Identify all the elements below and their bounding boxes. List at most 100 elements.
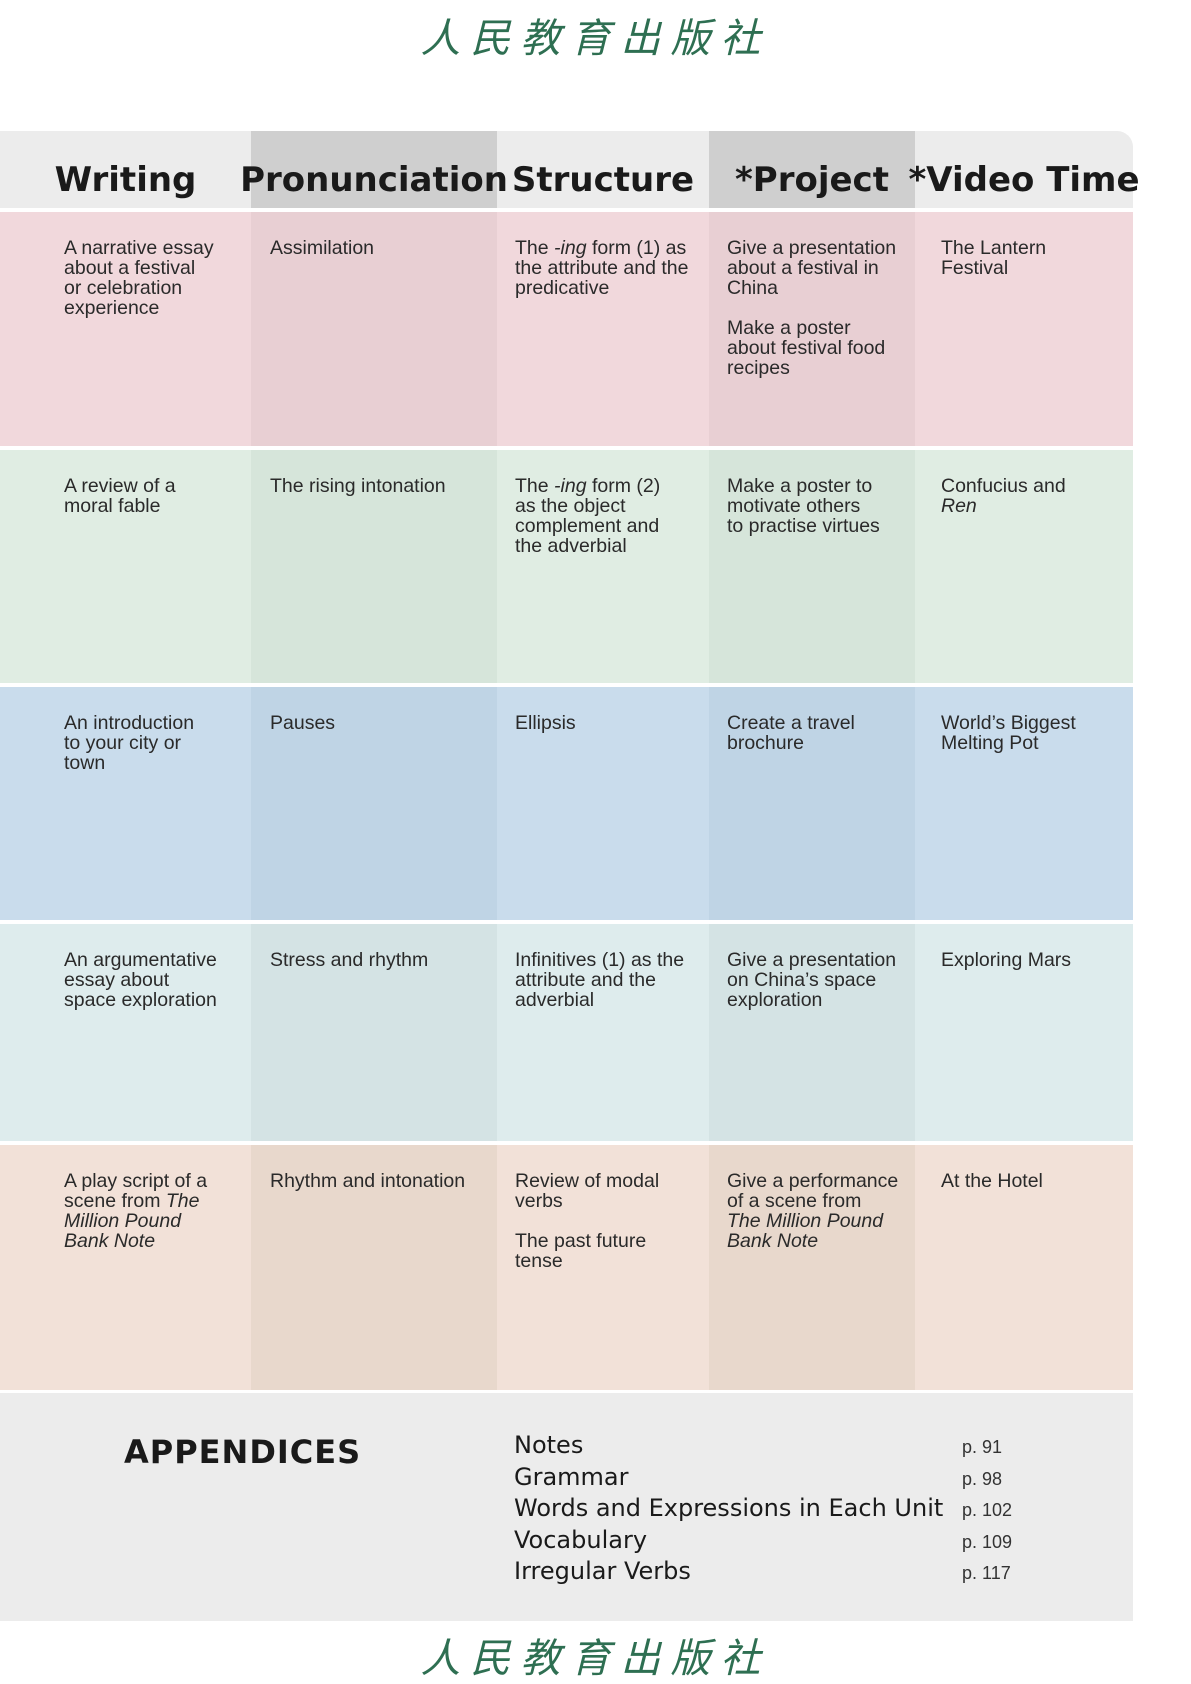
cell-line: town <box>64 753 243 773</box>
text: At the Hotel <box>941 1170 1043 1192</box>
cell-line: space exploration <box>64 990 243 1010</box>
cell-pronunciation: Assimilation <box>251 212 497 446</box>
table-row: An introduction to your city or town Pause… <box>0 687 1133 920</box>
text: moral fable <box>64 495 161 517</box>
header-pronunciation: Pronunciation <box>240 131 508 208</box>
cell-line: The Million Pound <box>727 1211 907 1231</box>
text: A play script of a <box>64 1170 208 1192</box>
cell-line: moral fable <box>64 496 243 516</box>
cell-structure: The -ing form (1) as the attribute and th… <box>497 212 709 446</box>
cell-writing: An argumentative essay about space explora… <box>0 924 251 1141</box>
cell-structure: Review of modal verbs The past future tense <box>497 1145 709 1390</box>
text: An argumentative <box>64 949 217 971</box>
appendix-name: Grammar <box>514 1462 629 1491</box>
cell-project: Give a presentation about a festival in Ch… <box>709 212 915 446</box>
text: Make a poster <box>727 317 851 339</box>
text: complement and <box>515 515 660 537</box>
paragraph-gap <box>727 298 907 318</box>
text: China <box>727 277 778 299</box>
text: Infinitives (1) as the <box>515 949 685 971</box>
cell-line: A review of a <box>64 476 243 496</box>
paragraph-gap <box>515 1211 701 1231</box>
syllabus-table: Writing Pronunciation Structure *Project… <box>0 131 1140 1390</box>
cell-video-time: Exploring Mars <box>915 924 1133 1141</box>
appendix-page: p. 102 <box>962 1500 1013 1520</box>
text: The Lantern <box>941 237 1047 259</box>
text: Pauses <box>270 712 336 734</box>
text: Create a travel <box>727 712 855 734</box>
cell-line: of a scene from <box>727 1191 907 1211</box>
text: World’s Biggest <box>941 712 1076 734</box>
text: The rising intonation <box>270 475 446 497</box>
cell-line: Bank Note <box>64 1231 243 1251</box>
cell-line: scene from The <box>64 1191 243 1211</box>
text: the attribute and the <box>515 257 689 279</box>
cell-line: experience <box>64 298 243 318</box>
text: Confucius and <box>941 475 1066 497</box>
cell-line: as the object <box>515 496 701 516</box>
cell-line: complement and <box>515 516 701 536</box>
text: Review of modal <box>515 1170 660 1192</box>
appendix-name: Words and Expressions in Each Unit <box>514 1494 944 1522</box>
text: Festival <box>941 257 1009 279</box>
cell-line: adverbial <box>515 990 701 1010</box>
text: An introduction <box>64 712 195 734</box>
cell-pronunciation: Stress and rhythm <box>251 924 497 1141</box>
text: of a scene from <box>727 1190 862 1212</box>
text: motivate others <box>727 495 861 517</box>
text: experience <box>64 297 160 319</box>
cell-line: Give a presentation <box>727 950 907 970</box>
cell-writing: A narrative essay about a festival or cele… <box>0 212 251 446</box>
cell-line: motivate others <box>727 496 907 516</box>
header-writing: Writing <box>54 160 197 200</box>
publisher-logo-top: 人民教育出版社 <box>420 16 771 62</box>
italic-text: -ing <box>554 237 587 259</box>
cell-line: Create a travel <box>727 713 907 733</box>
text: Give a presentation <box>727 237 897 259</box>
cell-line: Bank Note <box>727 1231 907 1251</box>
text: recipes <box>727 357 790 379</box>
text: about a festival <box>64 257 196 279</box>
cell-line: Confucius and <box>941 476 1125 496</box>
cell-line: about festival food <box>727 338 907 358</box>
appendix-name: Irregular Verbs <box>514 1557 691 1585</box>
italic-text: The Million Pound <box>727 1210 884 1232</box>
text: exploration <box>727 989 823 1011</box>
cell-line: An argumentative <box>64 950 243 970</box>
table-row: An argumentative essay about space explora… <box>0 924 1133 1141</box>
text: Give a presentation <box>727 949 897 971</box>
text: tense <box>515 1250 563 1272</box>
cell-line: Million Pound <box>64 1211 243 1231</box>
cell-line: Make a poster to <box>727 476 907 496</box>
text: or celebration <box>64 277 183 299</box>
text: to your city or <box>64 732 182 754</box>
cell-line: exploration <box>727 990 907 1010</box>
cell-structure: Ellipsis <box>497 687 709 920</box>
cell-line: The past future <box>515 1231 701 1251</box>
cell-line: the attribute and the <box>515 258 701 278</box>
cell-project: Give a presentation on China’s space explo… <box>709 924 915 1141</box>
publisher-logo-bottom: 人民教育出版社 <box>420 1636 771 1682</box>
text: Make a poster to <box>727 475 873 497</box>
text: A review of a <box>64 475 176 497</box>
appendix-page: p. 91 <box>962 1437 1003 1457</box>
cell-structure: The -ing form (2) as the object complement… <box>497 450 709 683</box>
cell-line: Stress and rhythm <box>270 950 491 970</box>
text: space exploration <box>64 989 217 1011</box>
cell-pronunciation: Rhythm and intonation <box>251 1145 497 1390</box>
cell-project: Make a poster to motivate others to practi… <box>709 450 915 683</box>
cell-video-time: At the Hotel <box>915 1145 1133 1390</box>
cell-line: The rising intonation <box>270 476 491 496</box>
text: about a festival in <box>727 257 879 279</box>
cell-line: A narrative essay <box>64 238 243 258</box>
cell-line: The Lantern <box>941 238 1125 258</box>
cell-line: tense <box>515 1251 701 1271</box>
text: about festival food <box>727 337 886 359</box>
italic-text: Bank Note <box>727 1230 819 1252</box>
text: The past future <box>515 1230 647 1252</box>
cell-video-time: The Lantern Festival <box>915 212 1133 446</box>
cell-line: An introduction <box>64 713 243 733</box>
cell-video-time: Confucius and Ren <box>915 450 1133 683</box>
header-video-time: *Video Time <box>908 160 1140 200</box>
text: Exploring Mars <box>941 949 1072 971</box>
